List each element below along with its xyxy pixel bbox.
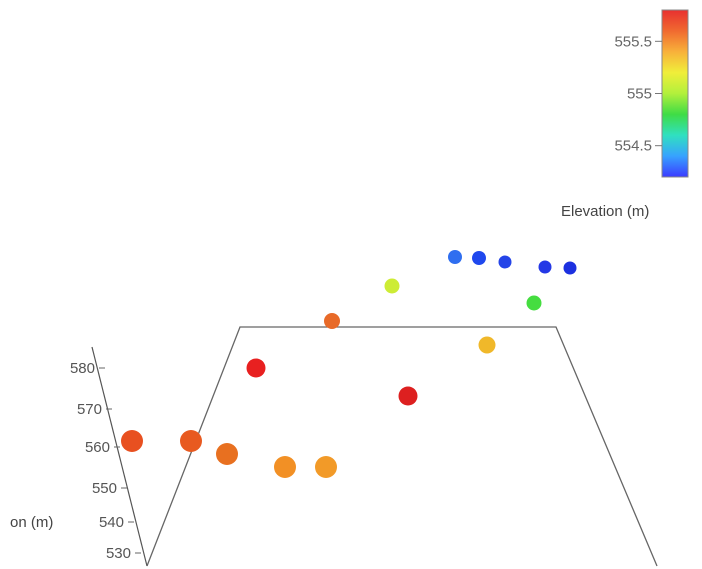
data-point	[498, 255, 512, 269]
z-tick-label: 560	[85, 439, 110, 456]
z-axis-line	[91, 346, 148, 567]
data-point	[398, 386, 418, 406]
data-point	[121, 430, 143, 452]
data-point	[384, 278, 400, 294]
colorbar-tick-label: 555	[627, 86, 652, 103]
z-tick-label: 570	[77, 401, 102, 418]
data-points	[121, 250, 577, 478]
z-tick-label: 540	[99, 514, 124, 531]
data-point	[538, 260, 552, 274]
colorbar-ticks: 555.5 555 554.5	[614, 33, 662, 155]
z-tick-label: 530	[106, 545, 131, 562]
data-point	[324, 313, 340, 329]
z-tick-label: 550	[92, 480, 117, 497]
data-point	[315, 456, 337, 478]
data-point	[448, 250, 462, 264]
z-axis-title: on (m)	[10, 514, 53, 531]
z-tick-label: 580	[70, 360, 95, 377]
colorbar-tick-label: 554.5	[614, 138, 652, 155]
z-axis-ticks: 530 540 550 560 570 580	[70, 360, 141, 562]
colorbar-tick-label: 555.5	[614, 33, 652, 50]
colorbar-title: Elevation (m)	[561, 203, 649, 220]
data-point	[246, 358, 266, 378]
data-point	[563, 261, 577, 275]
data-point	[216, 443, 238, 465]
data-point	[478, 336, 496, 354]
colorbar: 555.5 555 554.5 Elevation (m)	[561, 9, 689, 220]
data-point	[472, 251, 486, 265]
data-point	[180, 430, 202, 452]
data-point	[274, 456, 296, 478]
colorbar-gradient	[661, 9, 689, 178]
data-point	[526, 295, 542, 311]
